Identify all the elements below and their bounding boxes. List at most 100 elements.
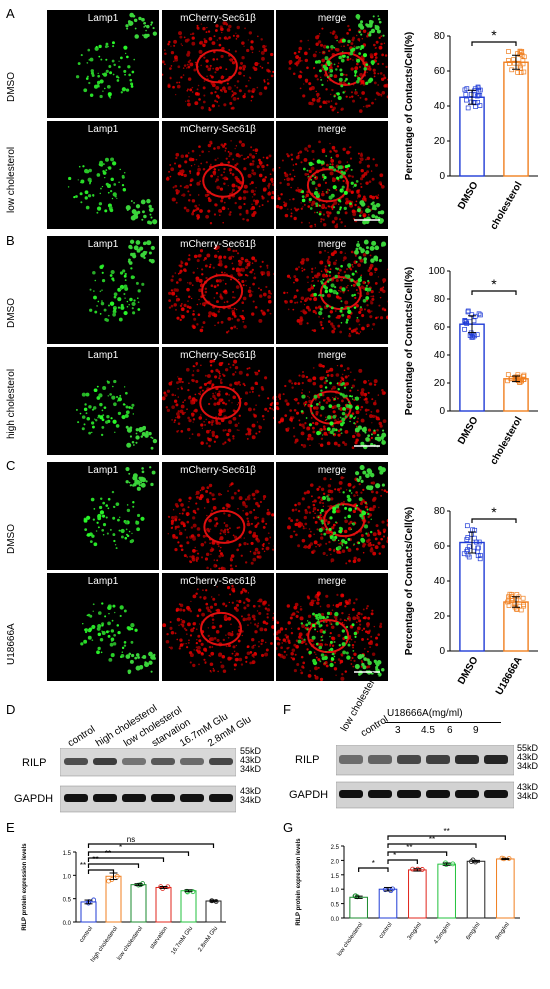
dose-label: 9 <box>473 725 479 736</box>
y-tick-label: 0.5 <box>331 903 340 909</box>
dose-label: 3 <box>395 725 401 736</box>
y-tick-label: 0 <box>439 406 445 417</box>
category-label: 2.8mM Glu <box>197 926 219 953</box>
column-label: mCherry-Sec61β <box>162 465 274 476</box>
data-point <box>522 604 526 608</box>
y-tick-label: 20 <box>434 378 446 389</box>
y-tick-label: 1.0 <box>63 874 72 880</box>
data-point <box>478 313 482 317</box>
bar <box>131 885 146 922</box>
column-label: merge <box>276 465 388 476</box>
micrograph-tile: mCherry-Sec61β <box>162 121 274 229</box>
dose-label: 6 <box>447 725 453 736</box>
y-tick-label: 40 <box>434 101 446 112</box>
marker-label: 34kD <box>517 791 538 801</box>
y-axis-label: Percentage of Contacts/Cell(%) <box>404 507 415 655</box>
y-tick-label: 60 <box>434 541 446 552</box>
category-label: 16.7mM Glu <box>170 926 194 956</box>
micrograph-tile: merge <box>276 10 388 118</box>
micrograph-tile: mCherry-Sec61β <box>162 236 274 344</box>
marker-label: 34kD <box>240 764 261 774</box>
data-point <box>506 373 510 377</box>
y-tick-label: 20 <box>434 611 446 622</box>
data-point <box>477 312 481 316</box>
category-label: 3mg/ml <box>407 922 423 942</box>
data-point <box>472 319 476 323</box>
row-label: DMSO <box>6 524 17 554</box>
blot-band <box>64 794 88 802</box>
blot-band <box>368 755 392 764</box>
category-label: high cholesterol <box>90 926 119 964</box>
dose-label: 4.5 <box>421 725 435 736</box>
column-label: mCherry-Sec61β <box>162 13 274 24</box>
y-tick-label: 80 <box>434 294 446 305</box>
y-tick-label: 0.0 <box>331 917 340 923</box>
significance-mark: ** <box>444 827 450 836</box>
micrograph-tile: merge <box>276 121 388 229</box>
y-tick-label: 20 <box>434 136 446 147</box>
significance-mark: ** <box>80 861 86 870</box>
band-label-gapdh: GAPDH <box>14 793 53 805</box>
panel-label-a: A <box>6 6 15 21</box>
column-label: Lamp1 <box>47 465 159 476</box>
y-axis-label: Percentage of Contacts/Cell(%) <box>404 267 415 415</box>
bar <box>379 889 397 918</box>
bar <box>438 864 456 918</box>
blot-band <box>64 758 88 765</box>
blot-band <box>484 790 508 798</box>
y-tick-label: 40 <box>434 576 446 587</box>
category-label: DMSO <box>456 180 481 212</box>
category-label: low cholesterol <box>479 180 525 230</box>
micrograph-tile: Lamp1 <box>47 121 159 229</box>
column-label: Lamp1 <box>47 576 159 587</box>
blot-band <box>122 758 146 765</box>
column-label: mCherry-Sec61β <box>162 239 274 250</box>
column-label: merge <box>276 239 388 250</box>
category-label: DMSO <box>456 415 481 447</box>
micrograph-tile: Lamp1 <box>47 573 159 681</box>
data-point <box>464 98 468 102</box>
blot-band <box>180 794 204 802</box>
y-axis-label: Percentage of Contacts/Cell(%) <box>404 32 415 180</box>
category-label: high cholesterol <box>476 415 524 465</box>
y-tick-label: 40 <box>434 350 446 361</box>
column-label: merge <box>276 350 388 361</box>
micrograph-tile: merge <box>276 347 388 455</box>
significance-mark: * <box>491 276 497 292</box>
data-point <box>466 106 470 110</box>
bar <box>206 901 221 922</box>
y-tick-label: 80 <box>434 31 446 42</box>
marker-label: 34kD <box>240 795 261 805</box>
panel-label-b: B <box>6 233 15 248</box>
blot-band <box>93 758 117 765</box>
data-point <box>465 524 469 528</box>
y-tick-label: 60 <box>434 66 446 77</box>
blot-band <box>484 755 508 764</box>
data-point <box>464 93 468 97</box>
blot-band <box>209 794 233 802</box>
bar <box>460 97 484 176</box>
category-label: 4.5mg/ml <box>433 922 452 946</box>
lane-label: control <box>359 714 390 739</box>
y-tick-label: 0.0 <box>63 921 72 927</box>
column-label: Lamp1 <box>47 124 159 135</box>
row-label: U18666A <box>6 623 17 665</box>
category-label: U18666A <box>494 655 525 697</box>
blot-band <box>426 790 450 798</box>
category-label: 9mg/ml <box>495 922 511 942</box>
micrograph-tile: merge <box>276 462 388 570</box>
blot-band <box>397 790 421 798</box>
y-tick-label: 80 <box>434 506 446 517</box>
bar <box>467 861 485 918</box>
blot-band <box>368 790 392 798</box>
bar <box>181 891 196 922</box>
row-label: high cholesterol <box>6 369 17 439</box>
bar <box>497 859 515 918</box>
y-tick-label: 0.5 <box>63 898 72 904</box>
